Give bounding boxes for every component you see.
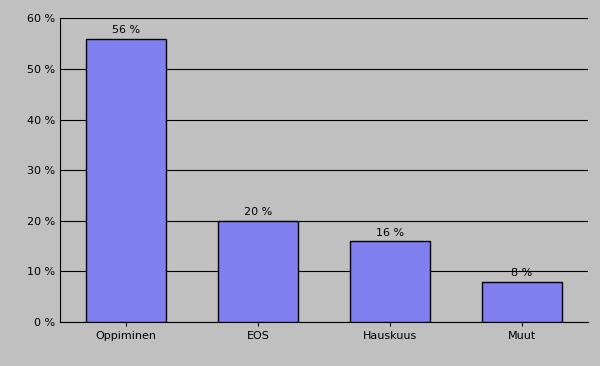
Text: 20 %: 20 %	[244, 207, 272, 217]
Text: 56 %: 56 %	[112, 25, 140, 35]
Bar	[86, 38, 166, 322]
Bar	[482, 281, 562, 322]
Bar	[218, 221, 298, 322]
Bar	[350, 241, 430, 322]
Text: 8 %: 8 %	[511, 268, 533, 278]
Text: 16 %: 16 %	[376, 228, 404, 238]
